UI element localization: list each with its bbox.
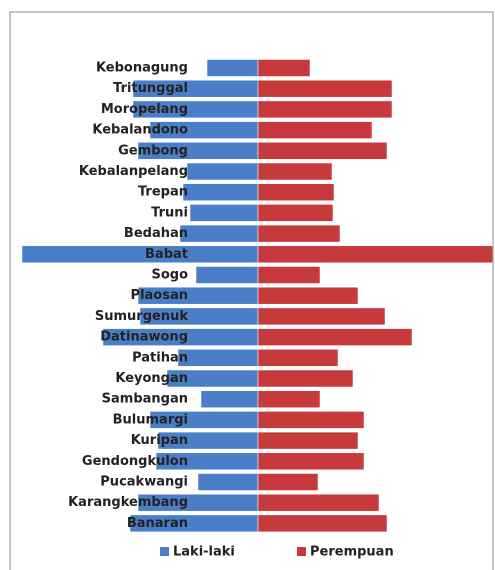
category-label: Babat xyxy=(145,247,188,262)
bar xyxy=(257,79,393,98)
category-label: Banaran xyxy=(127,516,188,531)
bar xyxy=(182,183,259,201)
bar xyxy=(257,224,341,243)
category-label: Keyongan xyxy=(115,371,188,386)
category-label: Sumurgenuk xyxy=(95,309,188,324)
bar xyxy=(257,390,321,408)
bar xyxy=(257,286,359,305)
category-label: Moropelang xyxy=(101,102,188,117)
bar xyxy=(257,100,393,119)
category-label: Kuripan xyxy=(131,433,188,448)
bar xyxy=(206,59,259,77)
bar xyxy=(257,266,321,284)
category-label: Pucakwangi xyxy=(100,475,188,490)
bar xyxy=(179,224,259,243)
bar xyxy=(257,369,354,388)
category-label: Bedahan xyxy=(124,226,188,241)
legend-swatch xyxy=(160,547,169,556)
bar xyxy=(257,204,334,222)
bar xyxy=(257,183,335,201)
category-label: Gendongkulon xyxy=(82,454,188,469)
plot xyxy=(21,59,493,533)
category-label: Gembong xyxy=(118,143,188,158)
category-label: Datinawong xyxy=(100,330,188,345)
bar xyxy=(257,245,493,264)
category-label: Plaosan xyxy=(131,288,188,303)
bar xyxy=(257,431,359,450)
bar xyxy=(257,59,311,77)
bar xyxy=(257,328,413,346)
bar xyxy=(257,121,373,139)
bar xyxy=(257,142,388,160)
category-label: Truni xyxy=(151,205,188,220)
category-label: Kebonagung xyxy=(96,61,188,76)
bar xyxy=(257,514,388,533)
bar xyxy=(21,245,259,264)
bar xyxy=(200,390,259,408)
bar xyxy=(257,162,333,181)
bar xyxy=(257,452,365,471)
legend: Laki-laki Perempuan xyxy=(160,545,394,560)
category-label: Tritunggal xyxy=(113,81,188,96)
bar xyxy=(257,473,319,491)
bar xyxy=(195,266,259,284)
category-label: Karangkembang xyxy=(68,495,188,510)
category-label: Patihan xyxy=(132,350,188,365)
bar xyxy=(257,349,339,367)
legend-label: Perempuan xyxy=(310,545,394,560)
frame xyxy=(9,11,494,570)
bar xyxy=(257,307,386,326)
category-label: Bulumargi xyxy=(113,412,188,427)
bar xyxy=(186,162,259,181)
bar xyxy=(257,493,380,512)
category-label: Kebalanpelang xyxy=(79,164,188,179)
bar xyxy=(197,473,259,491)
bar xyxy=(177,349,259,367)
category-label: Trepan xyxy=(138,185,188,200)
legend-label: Laki-laki xyxy=(173,545,235,560)
legend-swatch xyxy=(297,547,306,556)
category-label: Sogo xyxy=(151,268,188,283)
category-label: Kebalandono xyxy=(92,123,188,138)
labels: Kebonagung Tritunggal Moropelang Kebalandon… xyxy=(68,61,188,531)
bar xyxy=(257,411,365,429)
category-label: Sambangan xyxy=(102,392,188,407)
bar xyxy=(189,204,259,222)
